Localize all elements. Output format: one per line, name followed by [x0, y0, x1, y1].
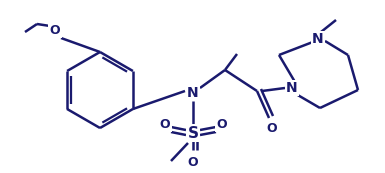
Text: O: O: [267, 121, 277, 134]
Text: S: S: [187, 125, 199, 140]
Text: O: O: [160, 117, 170, 130]
Text: O: O: [50, 24, 60, 37]
Text: O: O: [188, 157, 198, 170]
Text: N: N: [286, 81, 298, 95]
Text: O: O: [217, 117, 227, 130]
Text: N: N: [187, 86, 199, 100]
Text: N: N: [312, 32, 324, 46]
